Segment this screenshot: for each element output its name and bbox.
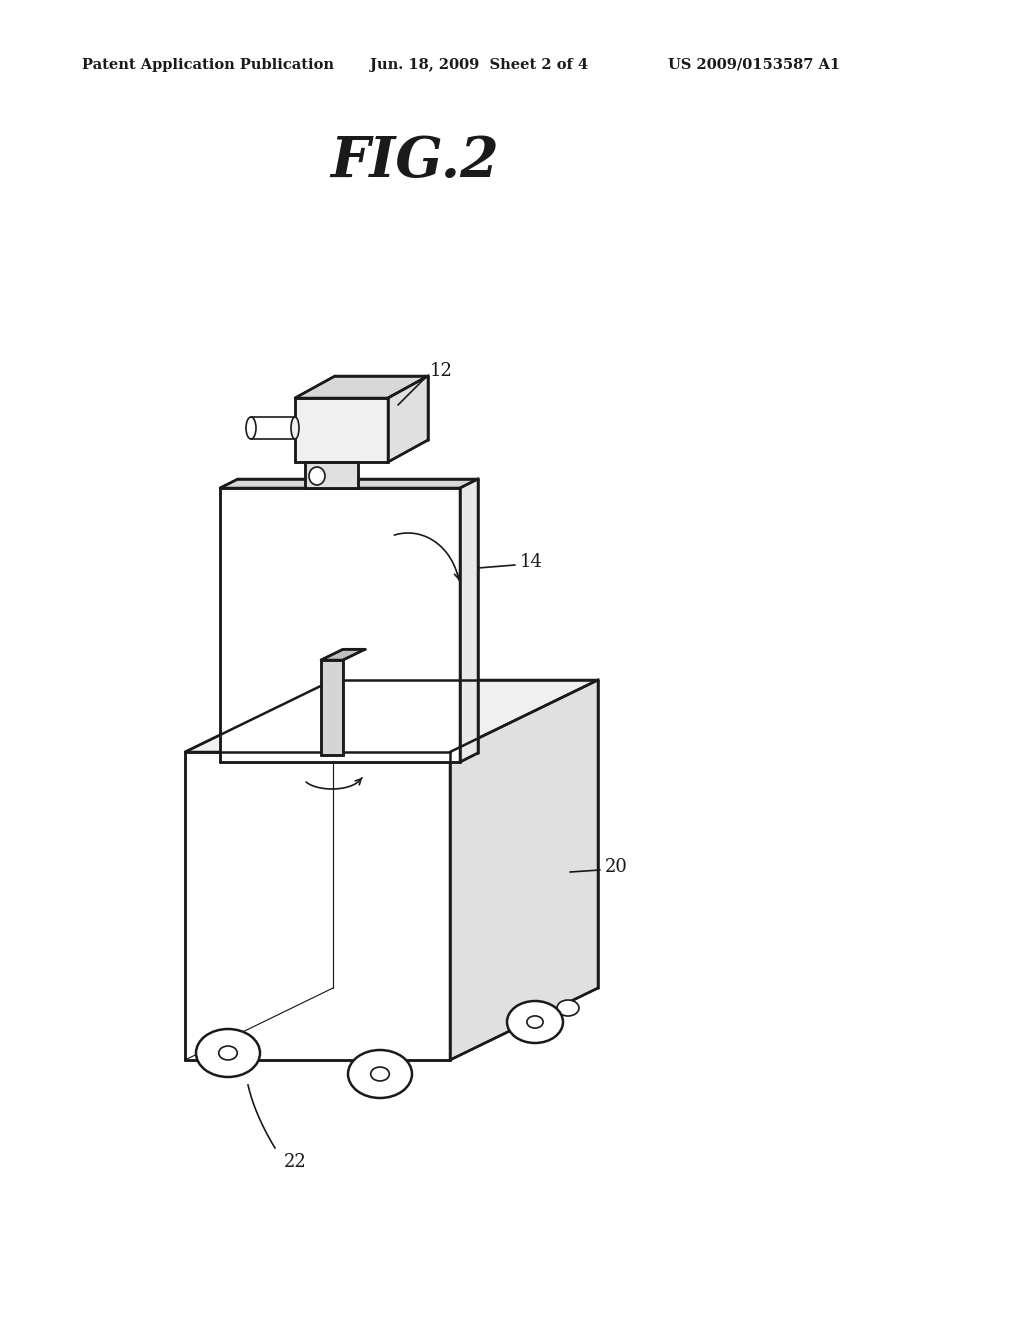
Ellipse shape (507, 1001, 563, 1043)
Polygon shape (185, 752, 450, 1060)
Text: 12: 12 (430, 362, 453, 380)
Ellipse shape (196, 1030, 260, 1077)
Polygon shape (295, 399, 388, 462)
Polygon shape (185, 680, 598, 752)
Ellipse shape (309, 467, 325, 484)
Ellipse shape (291, 417, 299, 440)
Text: 20: 20 (605, 858, 628, 876)
Ellipse shape (371, 1067, 389, 1081)
Polygon shape (388, 376, 428, 462)
Text: Jun. 18, 2009  Sheet 2 of 4: Jun. 18, 2009 Sheet 2 of 4 (370, 58, 588, 73)
Ellipse shape (527, 1016, 543, 1028)
Ellipse shape (348, 1049, 412, 1098)
Polygon shape (220, 479, 478, 488)
Polygon shape (295, 376, 428, 399)
Ellipse shape (557, 1001, 579, 1016)
Text: 14: 14 (520, 553, 543, 572)
Polygon shape (460, 479, 478, 762)
Text: US 2009/0153587 A1: US 2009/0153587 A1 (668, 58, 840, 73)
Text: Patent Application Publication: Patent Application Publication (82, 58, 334, 73)
Polygon shape (220, 488, 460, 762)
Text: 22: 22 (284, 1152, 306, 1171)
Polygon shape (305, 462, 358, 488)
Ellipse shape (219, 1045, 238, 1060)
Polygon shape (321, 660, 343, 755)
Polygon shape (450, 680, 598, 1060)
Polygon shape (321, 649, 366, 660)
Ellipse shape (246, 417, 256, 440)
Text: FIG.2: FIG.2 (331, 135, 500, 190)
